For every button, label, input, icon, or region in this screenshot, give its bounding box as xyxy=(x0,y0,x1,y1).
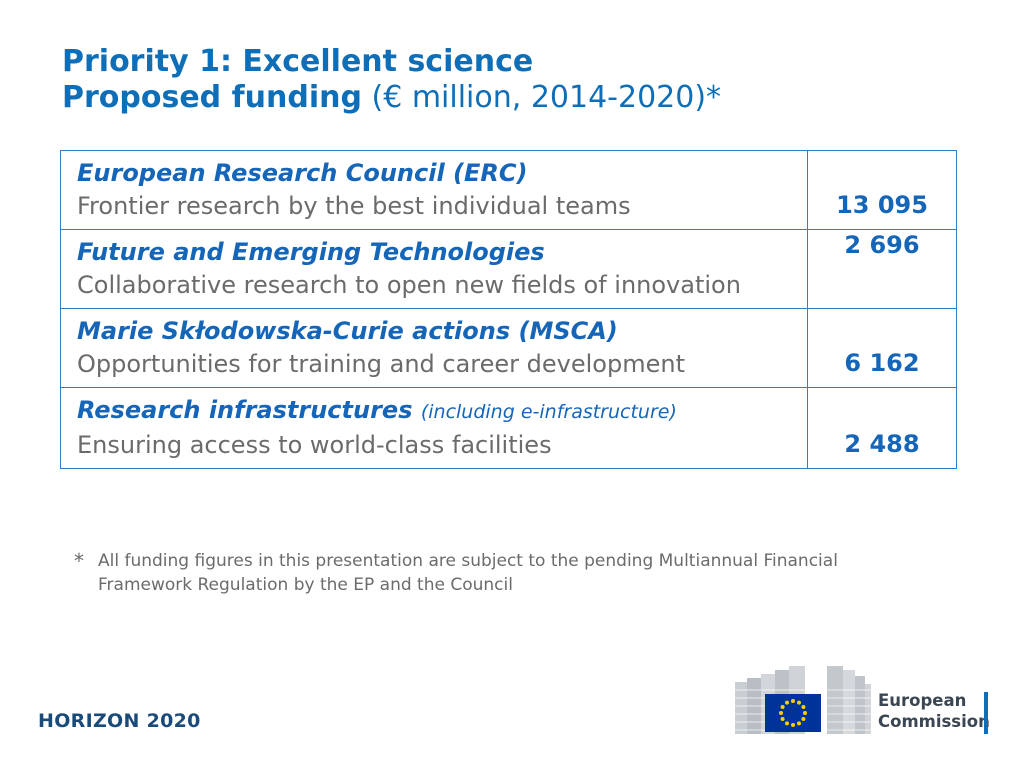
programme-description: Collaborative research to open new field… xyxy=(77,271,741,299)
table-row: European Research Council (ERC) Frontier… xyxy=(60,150,957,230)
eu-flag-icon xyxy=(765,694,821,732)
programme-name-wrap: Research infrastructures (including e-in… xyxy=(77,394,795,429)
programme-note: (including e-infrastructure) xyxy=(420,401,677,423)
european-commission-logo xyxy=(735,666,871,734)
slide-title: Priority 1: Excellent science Proposed f… xyxy=(62,44,721,116)
programme-name: European Research Council (ERC) xyxy=(77,159,528,187)
funding-amount: 6 162 xyxy=(807,308,957,388)
funding-amount: 13 095 xyxy=(807,150,957,230)
row-description-cell: European Research Council (ERC) Frontier… xyxy=(60,150,808,230)
ec-logo-accent-bar xyxy=(984,692,988,734)
ec-wordmark-line-2: Commission xyxy=(878,712,990,731)
ec-wordmark-line-1: European xyxy=(878,691,967,710)
footnote-marker: * xyxy=(74,549,84,573)
table-row: Marie Skłodowska-Curie actions (MSCA) Op… xyxy=(60,308,957,388)
title-line-2-normal: (€ million, 2014-2020)* xyxy=(361,80,722,115)
horizon-2020-logo: HORIZON 2020 xyxy=(38,710,201,732)
title-line-2: Proposed funding (€ million, 2014-2020)* xyxy=(62,80,721,116)
programme-name: Marie Skłodowska-Curie actions (MSCA) xyxy=(77,317,618,345)
table-row: Research infrastructures (including e-in… xyxy=(60,387,957,469)
funding-table: European Research Council (ERC) Frontier… xyxy=(60,150,957,469)
programme-name: Future and Emerging Technologies xyxy=(77,238,545,266)
row-description-cell: Future and Emerging Technologies Collabo… xyxy=(60,229,808,309)
european-commission-wordmark: European Commission xyxy=(878,690,990,732)
footnote-text: All funding figures in this presentation… xyxy=(98,551,838,595)
title-line-1: Priority 1: Excellent science xyxy=(62,44,534,79)
row-description-cell: Marie Skłodowska-Curie actions (MSCA) Op… xyxy=(60,308,808,388)
table-row: Future and Emerging Technologies Collabo… xyxy=(60,229,957,309)
title-line-2-bold: Proposed funding xyxy=(62,80,362,115)
programme-description: Frontier research by the best individual… xyxy=(77,192,631,220)
row-description-cell: Research infrastructures (including e-in… xyxy=(60,387,808,469)
programme-description: Opportunities for training and career de… xyxy=(77,350,685,378)
funding-amount: 2 488 xyxy=(807,387,957,469)
programme-description: Ensuring access to world-class facilitie… xyxy=(77,431,552,459)
funding-amount: 2 696 xyxy=(807,229,957,309)
programme-name: Research infrastructures xyxy=(77,396,413,424)
